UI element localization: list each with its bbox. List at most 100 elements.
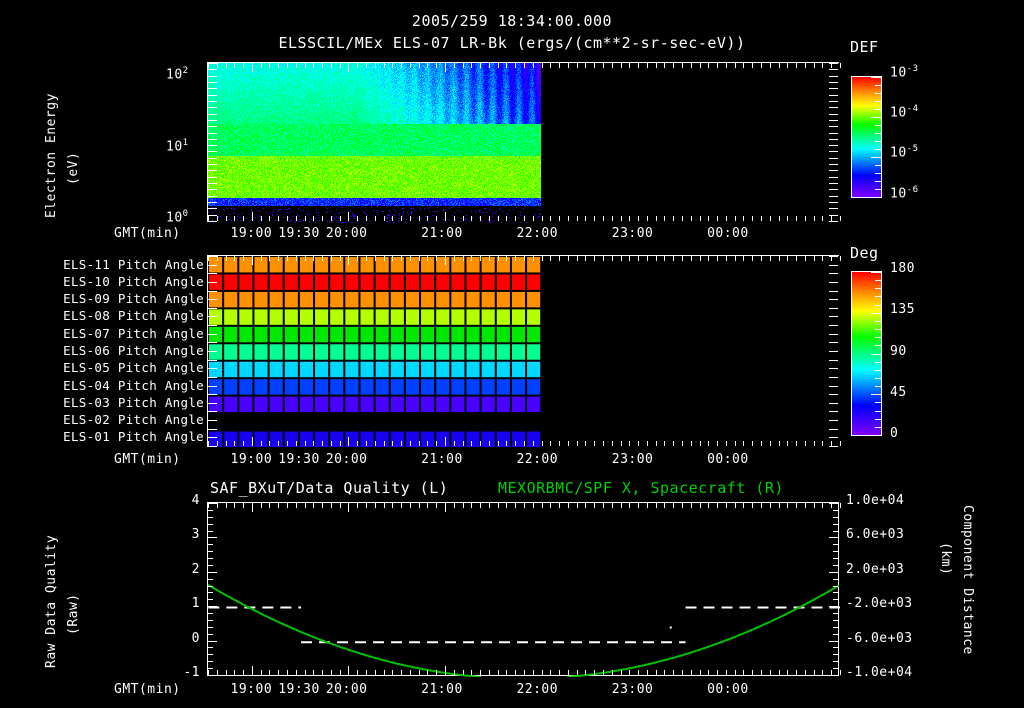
deg-colorbar-label: 180 — [890, 261, 915, 276]
xtick-label: 21:00 — [421, 682, 463, 697]
axis-tick — [524, 63, 525, 68]
axis-tick — [348, 666, 350, 675]
axis-tick — [462, 256, 464, 261]
axis-tick — [594, 441, 596, 446]
axis-tick — [234, 63, 236, 68]
axis-tick — [471, 256, 473, 261]
axis-tick — [664, 503, 666, 508]
axis-tick — [208, 145, 217, 147]
axis-tick — [833, 530, 838, 532]
def-colorbar-label-1: 10-5 — [890, 144, 919, 161]
axis-tick — [208, 202, 217, 204]
axis-tick — [778, 216, 780, 221]
axis-tick — [418, 503, 420, 508]
axis-tick — [208, 647, 213, 649]
xtick-label: 21:00 — [421, 226, 463, 241]
axis-tick — [833, 564, 838, 566]
colorbar-tick — [875, 189, 881, 190]
axis-tick — [383, 63, 385, 68]
axis-tick — [829, 100, 838, 102]
axis-tick — [699, 216, 701, 221]
axis-tick — [829, 264, 838, 266]
colorbar-tick — [875, 377, 881, 379]
axis-tick — [366, 256, 367, 261]
axis-tick — [462, 63, 464, 68]
axis-tick — [418, 256, 420, 261]
axis-tick — [840, 670, 841, 675]
axis-tick — [829, 189, 838, 191]
axis-tick — [664, 670, 666, 675]
axis-tick — [462, 503, 464, 508]
axis-tick — [278, 441, 280, 446]
axis-tick — [208, 428, 217, 430]
axis-tick — [208, 256, 209, 261]
axis-tick — [304, 256, 306, 261]
axis-tick — [409, 63, 411, 68]
axis-tick — [216, 503, 218, 508]
axis-tick — [831, 503, 833, 508]
axis-tick — [813, 441, 815, 446]
axis-tick — [401, 256, 403, 261]
axis-tick — [829, 385, 838, 387]
axis-tick — [260, 256, 262, 261]
axis-tick — [813, 670, 815, 675]
axis-tick — [829, 437, 838, 439]
axis-tick — [717, 216, 719, 221]
xtick-label: 23:00 — [611, 682, 654, 697]
panel3-ytick-left: 2 — [191, 561, 200, 577]
axis-tick — [603, 503, 604, 508]
axis-tick — [260, 670, 262, 675]
axis-tick — [208, 537, 217, 539]
axis-tick — [445, 256, 446, 265]
axis-tick — [787, 441, 789, 446]
axis-tick — [208, 675, 217, 676]
axis-tick — [269, 441, 271, 446]
axis-tick — [225, 441, 227, 446]
axis-tick — [761, 441, 762, 446]
axis-tick — [559, 503, 561, 508]
axis-tick — [725, 670, 727, 675]
axis-tick — [251, 437, 253, 446]
axis-tick — [225, 63, 227, 68]
axis-tick — [690, 216, 692, 221]
axis-tick — [829, 307, 838, 309]
colorbar-tick — [875, 181, 881, 182]
axis-tick — [471, 503, 473, 508]
axis-tick — [453, 670, 455, 675]
axis-tick — [829, 351, 838, 352]
axis-tick — [480, 63, 482, 68]
axis-tick — [401, 216, 403, 221]
axis-tick — [829, 145, 838, 147]
axis-tick — [576, 441, 578, 446]
axis-tick — [829, 420, 838, 422]
axis-tick — [752, 256, 754, 261]
axis-tick — [829, 164, 838, 166]
axis-tick — [833, 619, 838, 621]
axis-tick — [208, 325, 217, 327]
axis-tick — [638, 256, 640, 261]
axis-tick — [269, 63, 271, 68]
axis-tick — [646, 503, 648, 508]
axis-tick — [339, 256, 341, 261]
xtick-label: 20:00 — [325, 226, 368, 241]
axis-tick — [833, 633, 838, 635]
axis-tick — [208, 195, 217, 197]
axis-tick — [208, 100, 217, 102]
axis-tick — [603, 441, 604, 446]
axis-tick — [524, 441, 525, 446]
xtick-label: 19:00 — [230, 226, 273, 241]
axis-tick — [833, 523, 838, 525]
axis-tick — [251, 212, 253, 221]
axis-tick — [725, 441, 727, 446]
axis-tick — [833, 668, 838, 670]
deg-colorbar — [851, 271, 882, 436]
colorbar-tick — [871, 272, 881, 273]
axis-tick — [532, 670, 534, 675]
xtick-label: 22:00 — [516, 682, 559, 697]
panel2-plot-frame — [207, 255, 841, 448]
axis-tick — [208, 359, 217, 361]
axis-tick — [260, 63, 262, 68]
axis-tick — [208, 94, 217, 96]
colorbar-tick — [875, 125, 881, 126]
axis-tick — [629, 670, 631, 675]
